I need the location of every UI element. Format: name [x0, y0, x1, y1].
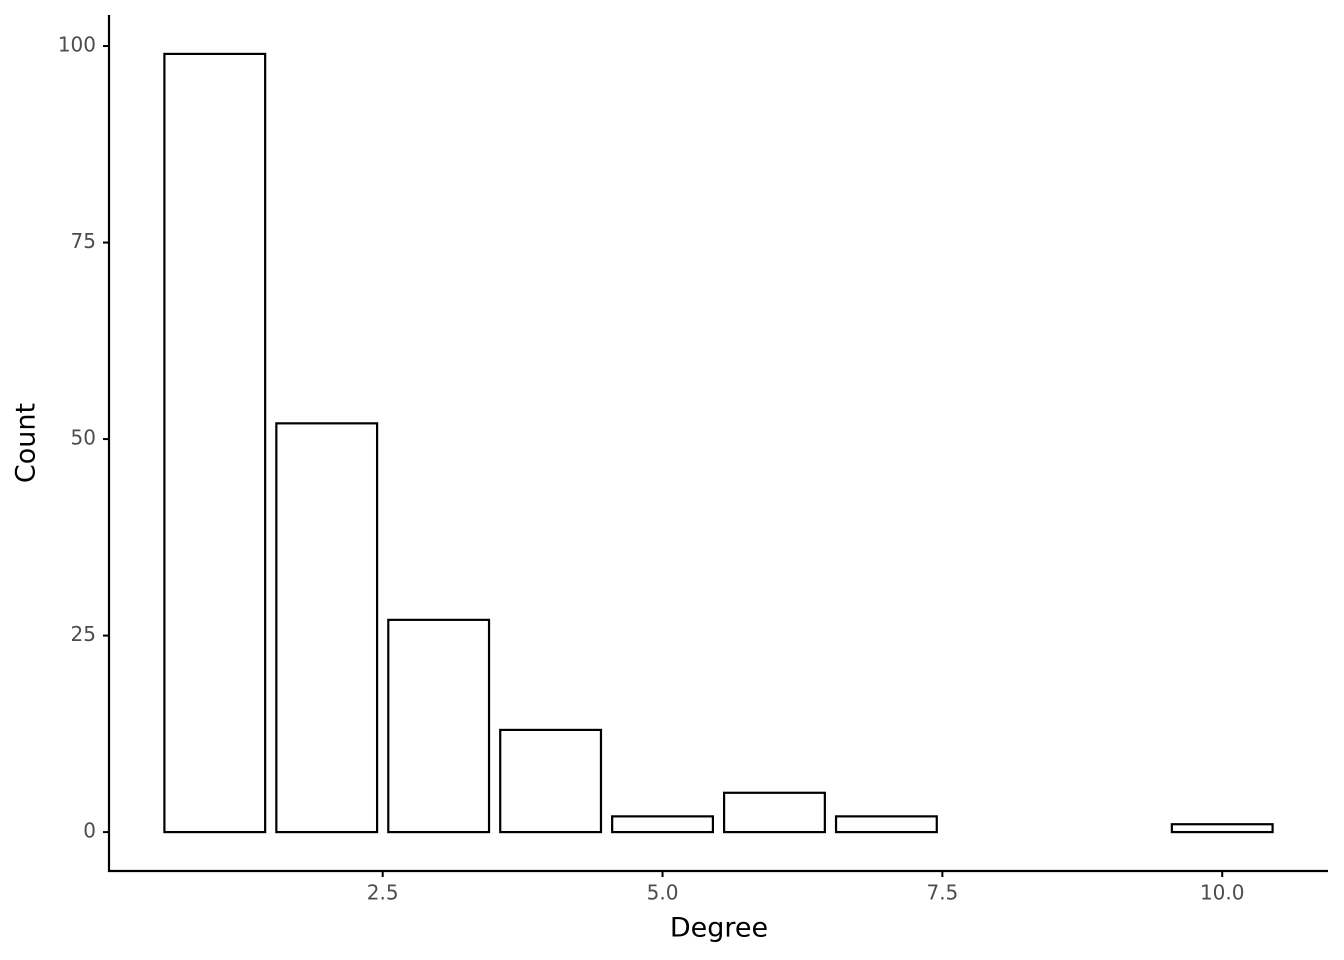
- bar: [834, 815, 938, 834]
- x-tick-label: 2.5: [367, 881, 399, 905]
- y-tick-label: 0: [83, 819, 96, 843]
- x-axis-title: Degree: [670, 913, 768, 944]
- x-tick-label: 5.0: [647, 881, 679, 905]
- bar: [499, 728, 603, 834]
- x-tick-label: 10.0: [1200, 881, 1245, 905]
- y-axis-title: Count: [11, 403, 42, 483]
- bar: [611, 815, 715, 834]
- bar: [275, 422, 379, 834]
- bar: [163, 52, 267, 834]
- bar: [387, 618, 491, 834]
- y-tick-label: 25: [71, 622, 96, 646]
- bar: [1170, 823, 1274, 834]
- bar: [722, 791, 826, 834]
- y-tick-label: 75: [71, 229, 96, 253]
- x-tick-label: 7.5: [926, 881, 958, 905]
- y-tick-label: 100: [58, 33, 96, 57]
- y-tick-label: 50: [71, 426, 96, 450]
